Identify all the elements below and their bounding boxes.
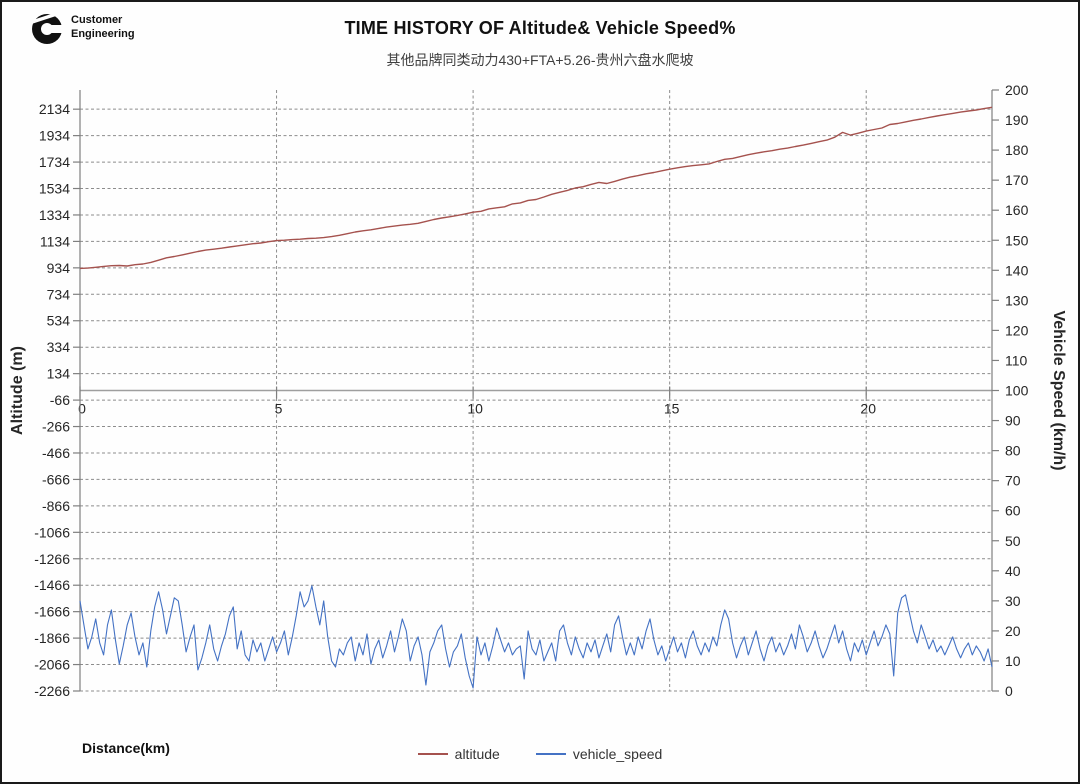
x-tick-label: 20 — [860, 401, 876, 417]
vehicle-speed-line-swatch — [535, 753, 566, 755]
right-tick-label: 160 — [1005, 202, 1029, 218]
left-tick-label: 934 — [47, 260, 71, 276]
right-tick-label: 100 — [1005, 383, 1029, 399]
left-tick-label: -1466 — [34, 577, 70, 593]
right-tick-label: 180 — [1005, 142, 1029, 158]
right-tick-label: 200 — [1005, 82, 1029, 98]
legend-label-vehicle-speed: vehicle_speed — [572, 746, 663, 762]
left-tick-label: 1934 — [39, 128, 70, 144]
left-tick-label: -1066 — [34, 524, 70, 540]
left-tick-label: 1334 — [39, 207, 70, 223]
cummins-logo-icon — [30, 12, 64, 44]
right-tick-label: 20 — [1005, 623, 1021, 639]
right-tick-label: 120 — [1005, 322, 1029, 338]
right-tick-label: 170 — [1005, 172, 1029, 188]
left-tick-label: -2066 — [34, 657, 70, 673]
logo: Customer Engineering — [30, 10, 135, 46]
right-tick-label: 10 — [1005, 653, 1021, 669]
left-tick-label: 1134 — [40, 233, 70, 249]
left-tick-label: 1534 — [39, 181, 70, 197]
left-axis-title: Altitude (m) — [9, 346, 26, 435]
x-tick-label: 15 — [664, 401, 680, 417]
chart-title: TIME HISTORY OF Altitude& Vehicle Speed% — [344, 18, 736, 38]
left-tick-label: -2266 — [34, 683, 70, 699]
right-tick-label: 0 — [1005, 683, 1013, 699]
logo-text: Customer Engineering — [71, 14, 135, 42]
right-tick-label: 150 — [1005, 232, 1029, 248]
left-tick-label: -66 — [50, 392, 70, 408]
right-tick-label: 190 — [1005, 112, 1029, 128]
left-tick-label: 134 — [47, 366, 71, 382]
x-tick-label: 0 — [78, 401, 86, 417]
legend-item-vehicle-speed: vehicle_speed — [535, 746, 663, 762]
right-tick-label: 70 — [1005, 473, 1021, 489]
right-axis-title: Vehicle Speed (km/h) — [1050, 310, 1067, 470]
left-tick-label: -266 — [42, 419, 70, 435]
legend-item-altitude: altitude — [417, 746, 500, 762]
right-tick-label: 30 — [1005, 593, 1021, 609]
x-tick-label: 10 — [467, 401, 483, 417]
chart-subtitle: 其他品牌同类动力430+FTA+5.26-贵州六盘水爬坡 — [386, 52, 694, 68]
right-tick-label: 130 — [1005, 292, 1029, 308]
right-tick-label: 110 — [1005, 352, 1028, 368]
x-axis-title: Distance(km) — [82, 740, 170, 756]
vehicle_speed-line — [79, 585, 993, 689]
left-tick-label: -1666 — [34, 604, 70, 620]
left-tick-label: 734 — [47, 286, 71, 302]
legend-label-altitude: altitude — [454, 746, 500, 762]
right-tick-label: 80 — [1005, 443, 1021, 459]
right-tick-label: 60 — [1005, 503, 1021, 519]
x-tick-label: 5 — [275, 401, 283, 417]
right-tick-label: 40 — [1005, 563, 1021, 579]
left-tick-label: -1866 — [34, 630, 70, 646]
left-tick-label: 1734 — [39, 154, 70, 170]
legend: altitude vehicle_speed — [2, 746, 1078, 762]
altitude-line-swatch — [417, 753, 448, 755]
left-tick-label: -866 — [42, 498, 70, 514]
logo-line2: Engineering — [71, 28, 135, 40]
right-tick-label: 50 — [1005, 533, 1021, 549]
altitude-line — [79, 106, 993, 270]
left-tick-label: 534 — [47, 313, 71, 329]
logo-line1: Customer — [71, 14, 123, 27]
left-tick-label: -1266 — [34, 551, 70, 567]
left-tick-label: 334 — [47, 339, 71, 355]
left-tick-label: -466 — [42, 445, 70, 461]
left-tick-label: -666 — [42, 471, 70, 487]
left-tick-label: 2134 — [39, 101, 70, 117]
right-tick-label: 140 — [1005, 262, 1029, 278]
right-tick-label: 90 — [1005, 413, 1021, 429]
